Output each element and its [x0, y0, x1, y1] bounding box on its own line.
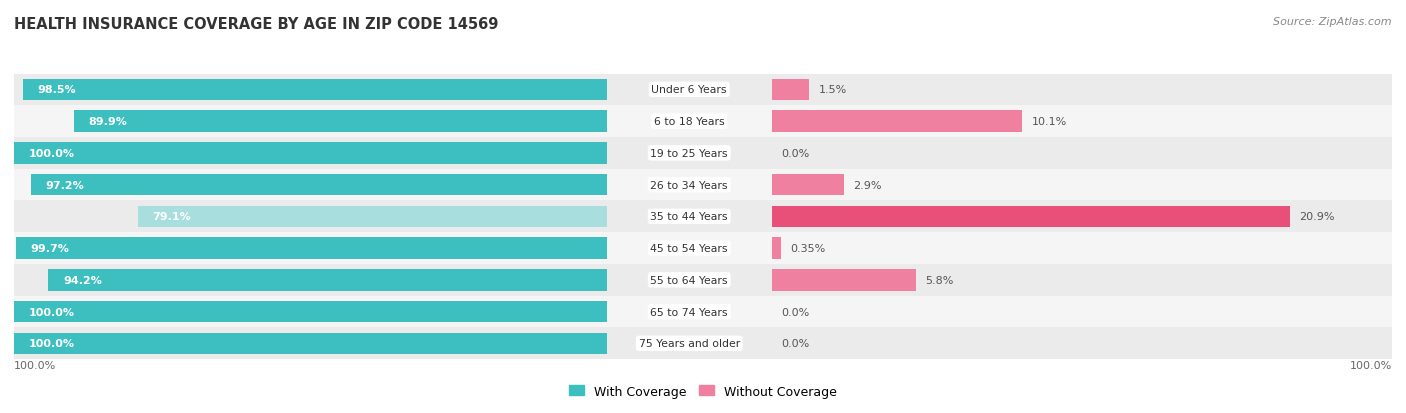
Text: 0.0%: 0.0% — [782, 339, 810, 349]
Text: 79.1%: 79.1% — [153, 212, 191, 222]
Text: 89.9%: 89.9% — [89, 117, 128, 127]
Bar — [0, 169, 1406, 201]
Bar — [14, 301, 606, 323]
Bar — [0, 138, 1406, 169]
Bar — [0, 169, 1406, 201]
Bar — [772, 174, 844, 196]
Text: 99.7%: 99.7% — [31, 244, 69, 254]
Bar — [0, 233, 1406, 264]
Bar — [0, 169, 1406, 201]
Bar — [22, 79, 606, 101]
Text: 0.35%: 0.35% — [790, 244, 825, 254]
Bar — [15, 238, 606, 259]
Legend: With Coverage, Without Coverage: With Coverage, Without Coverage — [564, 380, 842, 403]
Text: Source: ZipAtlas.com: Source: ZipAtlas.com — [1274, 17, 1392, 26]
Bar — [772, 111, 1022, 133]
Text: 45 to 54 Years: 45 to 54 Years — [651, 244, 728, 254]
Text: 100.0%: 100.0% — [30, 149, 75, 159]
Bar — [0, 296, 1406, 328]
Bar — [772, 238, 780, 259]
Bar — [0, 74, 1406, 106]
Text: 26 to 34 Years: 26 to 34 Years — [651, 180, 728, 190]
Bar — [0, 201, 1406, 233]
Text: HEALTH INSURANCE COVERAGE BY AGE IN ZIP CODE 14569: HEALTH INSURANCE COVERAGE BY AGE IN ZIP … — [14, 17, 499, 31]
Bar — [0, 233, 1406, 264]
Text: 19 to 25 Years: 19 to 25 Years — [651, 149, 728, 159]
Text: 6 to 18 Years: 6 to 18 Years — [654, 117, 724, 127]
Text: 10.1%: 10.1% — [1032, 117, 1067, 127]
Text: 94.2%: 94.2% — [63, 275, 103, 285]
Text: 20.9%: 20.9% — [1299, 212, 1336, 222]
Text: 100.0%: 100.0% — [14, 360, 56, 370]
Bar — [772, 206, 1291, 228]
Text: 97.2%: 97.2% — [45, 180, 84, 190]
Bar — [0, 74, 1406, 106]
Text: 75 Years and older: 75 Years and older — [638, 339, 740, 349]
Bar — [0, 106, 1406, 138]
Text: 100.0%: 100.0% — [1350, 360, 1392, 370]
Bar — [48, 269, 606, 291]
Bar — [0, 264, 1406, 296]
Bar — [0, 201, 1406, 233]
Text: 35 to 44 Years: 35 to 44 Years — [651, 212, 728, 222]
Bar — [0, 106, 1406, 138]
Bar — [0, 328, 1406, 359]
Text: 100.0%: 100.0% — [30, 307, 75, 317]
Text: 1.5%: 1.5% — [818, 85, 846, 95]
Bar — [0, 201, 1406, 233]
Bar — [772, 269, 915, 291]
Bar — [14, 143, 606, 164]
Bar — [0, 328, 1406, 359]
Bar — [0, 264, 1406, 296]
Bar — [138, 206, 606, 228]
Text: 0.0%: 0.0% — [782, 307, 810, 317]
Bar — [31, 174, 606, 196]
Text: 98.5%: 98.5% — [38, 85, 76, 95]
Bar — [14, 333, 606, 354]
Text: Under 6 Years: Under 6 Years — [651, 85, 727, 95]
Text: 5.8%: 5.8% — [925, 275, 953, 285]
Bar — [0, 328, 1406, 359]
Text: 0.0%: 0.0% — [782, 149, 810, 159]
Bar — [75, 111, 606, 133]
Bar — [0, 138, 1406, 169]
Bar — [0, 106, 1406, 138]
Bar — [0, 138, 1406, 169]
Bar — [0, 264, 1406, 296]
Text: 100.0%: 100.0% — [30, 339, 75, 349]
Bar — [0, 296, 1406, 328]
Bar — [0, 74, 1406, 106]
Bar — [0, 296, 1406, 328]
Bar — [772, 79, 808, 101]
Bar — [0, 233, 1406, 264]
Text: 65 to 74 Years: 65 to 74 Years — [651, 307, 728, 317]
Text: 55 to 64 Years: 55 to 64 Years — [651, 275, 728, 285]
Text: 2.9%: 2.9% — [853, 180, 882, 190]
